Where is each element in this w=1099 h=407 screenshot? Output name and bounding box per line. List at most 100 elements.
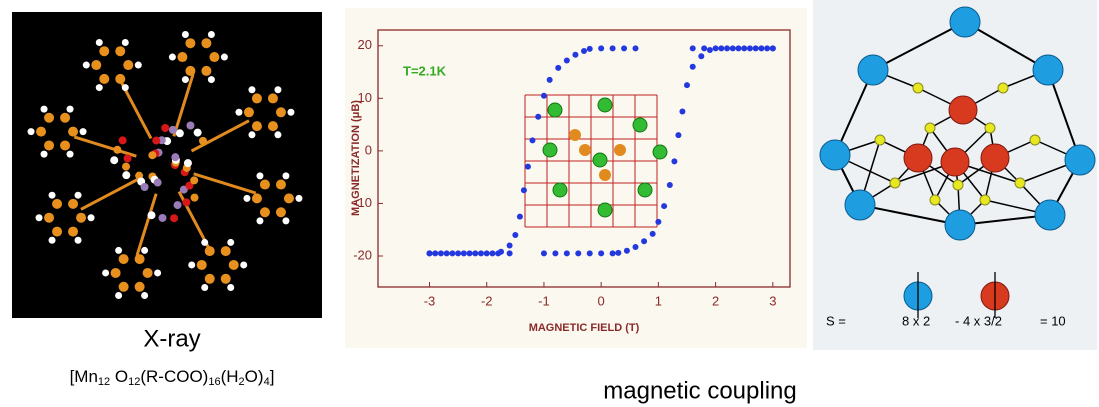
equation-lhs: S = <box>826 313 846 328</box>
core-atom <box>161 124 169 132</box>
atom <box>244 107 254 117</box>
data-point <box>507 242 513 248</box>
data-point <box>690 45 696 51</box>
data-point <box>730 45 736 51</box>
atom <box>135 282 145 292</box>
data-point <box>541 93 547 99</box>
hydrogen <box>243 195 250 202</box>
atom <box>284 193 294 203</box>
atom <box>177 52 187 62</box>
atom <box>115 46 125 56</box>
oxygen <box>998 83 1008 93</box>
hydrogen <box>182 31 189 38</box>
core-atom <box>186 121 194 129</box>
core-atom <box>113 146 121 154</box>
atom <box>119 282 129 292</box>
x-tick-label: 3 <box>769 293 776 308</box>
formula-part: O) <box>245 367 264 386</box>
data-point <box>598 250 604 256</box>
data-point <box>455 250 461 256</box>
inset-atom <box>598 203 612 217</box>
data-point <box>707 47 713 53</box>
atom <box>52 227 62 237</box>
atom <box>68 199 78 209</box>
hydrogen <box>67 106 74 113</box>
inset-atom <box>653 145 667 159</box>
molecule-image <box>12 12 322 318</box>
core-atom <box>119 136 127 144</box>
hydrogen <box>135 62 142 69</box>
data-point <box>641 238 647 244</box>
atom <box>205 246 215 256</box>
atom <box>197 260 207 270</box>
x-tick-label: -1 <box>538 293 550 308</box>
atom <box>276 207 286 217</box>
hydrogen <box>75 192 82 199</box>
core-atom <box>174 201 182 209</box>
core-atom <box>148 151 156 159</box>
data-point <box>610 45 616 51</box>
data-point <box>489 250 495 256</box>
core-atom <box>171 153 179 161</box>
atom <box>99 74 109 84</box>
hydrogen <box>41 151 48 158</box>
atom <box>99 46 109 56</box>
data-point <box>741 45 747 51</box>
equation-term: - 4 x 3/2 <box>955 313 1002 328</box>
oxygen <box>1015 178 1025 188</box>
hydrogen <box>102 269 109 276</box>
chart-background <box>345 8 807 348</box>
mn4-ion <box>858 55 888 85</box>
oxygen <box>890 178 900 188</box>
inset-atom <box>614 144 626 156</box>
atom <box>44 213 54 223</box>
y-tick-label: 0 <box>365 142 372 157</box>
inset-atom <box>593 153 607 167</box>
hydrogen <box>240 261 247 268</box>
hydrogen <box>256 172 263 179</box>
data-point <box>555 65 561 71</box>
mn3-ion <box>941 148 969 176</box>
temperature-label: T=2.1K <box>403 63 447 78</box>
atom <box>119 254 129 264</box>
atom <box>260 180 270 190</box>
inset-atom <box>638 183 652 197</box>
hydrogen <box>221 54 228 61</box>
atom <box>76 213 86 223</box>
atom <box>221 246 231 256</box>
data-point <box>484 250 490 256</box>
data-point <box>679 108 685 114</box>
data-point <box>724 45 730 51</box>
hydrogen <box>256 217 263 224</box>
hydrogen <box>141 292 148 299</box>
x-tick-label: -2 <box>481 293 493 308</box>
y-tick-label: -20 <box>353 247 372 262</box>
data-point <box>747 45 753 51</box>
core-atom <box>147 211 155 219</box>
atom <box>60 140 70 150</box>
atom <box>221 274 231 284</box>
core-atom <box>159 214 167 222</box>
atom <box>260 207 270 217</box>
y-tick-label: -10 <box>353 195 372 210</box>
hydrogen <box>122 84 129 91</box>
atom <box>68 227 78 237</box>
atom <box>209 52 219 62</box>
hydrogen <box>188 261 195 268</box>
core-atom <box>122 163 130 171</box>
atom <box>91 60 101 70</box>
formula-part: ] <box>270 367 275 386</box>
data-point <box>698 53 704 59</box>
hydrogen <box>49 237 56 244</box>
hydrogen <box>28 128 35 135</box>
data-point <box>535 114 541 120</box>
hydrogen <box>248 131 255 138</box>
inset-atom <box>548 103 562 117</box>
mn4-ion <box>945 210 975 240</box>
atom <box>268 93 278 103</box>
oxygen <box>875 135 885 145</box>
data-point <box>633 45 639 51</box>
inset-atom <box>633 118 647 132</box>
hydrogen <box>295 195 302 202</box>
formula: [Mn12 O12(R-COO)16(H2O)4] <box>70 367 275 387</box>
